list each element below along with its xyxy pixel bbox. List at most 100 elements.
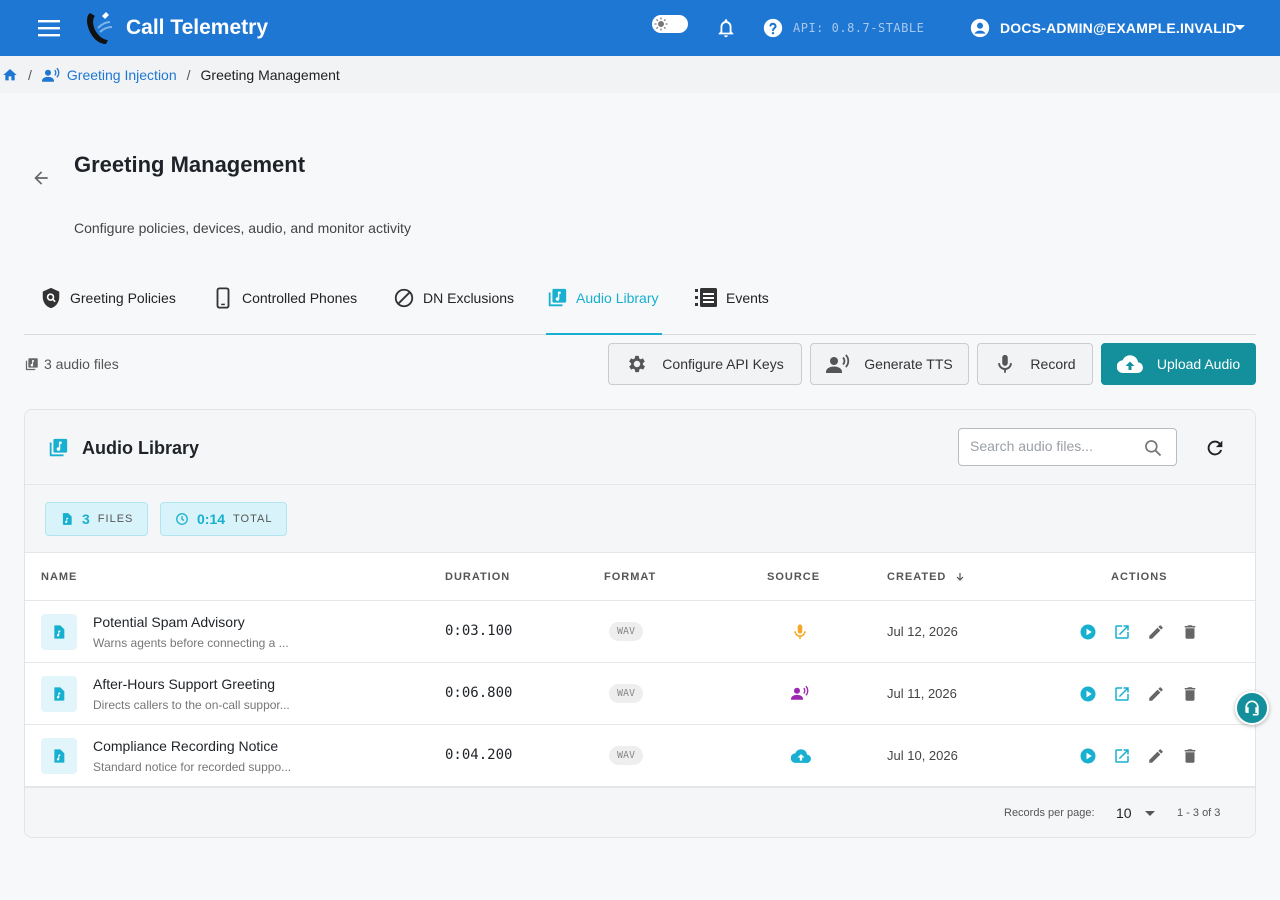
audio-description: Standard notice for recorded suppo... <box>93 760 292 774</box>
records-per-page-select[interactable]: 10 <box>1116 804 1158 824</box>
card-title: Audio Library <box>82 438 200 458</box>
audio-duration: 0:06.800 <box>445 685 513 701</box>
chevron-down-icon <box>1145 811 1155 816</box>
trash-icon[interactable] <box>1181 623 1199 641</box>
column-header-created: CREATED <box>887 571 947 583</box>
edit-pencil-icon[interactable] <box>1147 623 1165 641</box>
audio-name[interactable]: After-Hours Support Greeting <box>93 676 276 692</box>
theme-toggle[interactable] <box>652 15 688 33</box>
record-button[interactable]: Record <box>977 343 1093 385</box>
audio-duration: 0:04.200 <box>445 747 513 763</box>
help-icon[interactable] <box>762 17 784 39</box>
button-label: Generate TTS <box>864 356 953 372</box>
audio-file-icon <box>62 513 72 525</box>
play-icon[interactable] <box>1079 747 1097 765</box>
audio-file-icon <box>41 738 77 774</box>
play-icon[interactable] <box>1079 623 1097 641</box>
tts-voice-icon <box>791 685 809 703</box>
library-music-icon <box>47 437 69 459</box>
tab-events[interactable]: Events <box>694 262 769 334</box>
column-header-source[interactable]: SOURCE <box>767 571 821 583</box>
table-row[interactable]: After-Hours Support Greeting Directs cal… <box>25 663 1255 725</box>
voice-users-icon <box>41 67 60 83</box>
app-title[interactable]: Call Telemetry <box>126 16 269 39</box>
audio-duration: 0:03.100 <box>445 623 513 639</box>
microphone-icon <box>791 623 809 641</box>
column-header-actions: ACTIONS <box>1111 571 1168 583</box>
audio-created-date: Jul 10, 2026 <box>887 748 958 763</box>
trash-icon[interactable] <box>1181 685 1199 703</box>
support-headset-icon[interactable] <box>1235 691 1269 725</box>
audio-created-date: Jul 12, 2026 <box>887 624 958 639</box>
search-box[interactable] <box>958 428 1177 466</box>
phone-logo-icon[interactable] <box>84 10 118 46</box>
open-external-icon[interactable] <box>1113 747 1131 765</box>
breadcrumb: / Greeting Injection / Greeting Manageme… <box>0 56 1280 93</box>
open-external-icon[interactable] <box>1113 623 1131 641</box>
breadcrumb-current: Greeting Management <box>200 66 340 83</box>
play-icon[interactable] <box>1079 685 1097 703</box>
records-per-page-label: Records per page: <box>1004 807 1095 819</box>
home-icon[interactable] <box>2 67 18 83</box>
column-header-duration[interactable]: DURATION <box>445 571 511 583</box>
edit-pencil-icon[interactable] <box>1147 685 1165 703</box>
library-music-icon <box>548 288 567 307</box>
back-arrow-icon[interactable] <box>31 168 51 188</box>
button-label: Configure API Keys <box>662 356 784 372</box>
format-badge: WAV <box>609 622 644 641</box>
search-icon[interactable] <box>1143 438 1163 458</box>
files-stat-chip: 3 FILES <box>45 502 149 536</box>
upload-audio-button[interactable]: Upload Audio <box>1101 343 1256 385</box>
account-name[interactable]: DOCS-ADMIN@EXAMPLE.INVALID <box>1000 20 1237 36</box>
audio-file-count: 3 audio files <box>24 356 119 372</box>
search-input[interactable] <box>970 438 1140 454</box>
breadcrumb-separator: / <box>186 66 191 83</box>
hamburger-menu-icon[interactable] <box>36 16 64 40</box>
button-label: Upload Audio <box>1156 356 1241 372</box>
table-header: NAME DURATION FORMAT SOURCE CREATED ACTI… <box>25 553 1255 601</box>
tab-dn-exclusions[interactable]: DN Exclusions <box>393 262 514 334</box>
tab-bar: Greeting Policies Controlled Phones DN E… <box>24 262 1256 335</box>
tab-label: Events <box>726 290 769 306</box>
generate-tts-button[interactable]: Generate TTS <box>810 343 969 385</box>
configure-api-keys-button[interactable]: Configure API Keys <box>608 343 802 385</box>
audio-file-icon <box>41 676 77 712</box>
column-header-name[interactable]: NAME <box>41 571 78 583</box>
pagination-range: 1 - 3 of 3 <box>1177 807 1221 819</box>
column-header-created-wrap[interactable]: CREATED <box>887 571 966 583</box>
audio-library-card: Audio Library 3 FILES 0:14 TOTAL NAME DU… <box>24 409 1256 838</box>
audio-name[interactable]: Compliance Recording Notice <box>93 738 279 754</box>
audio-file-icon <box>41 614 77 650</box>
table-footer: Records per page: 10 1 - 3 of 3 <box>25 787 1255 837</box>
total-duration-chip: 0:14 TOTAL <box>160 502 288 536</box>
account-circle-icon[interactable] <box>969 17 991 39</box>
clock-icon <box>176 513 188 525</box>
stats-row: 3 FILES 0:14 TOTAL <box>25 485 1255 553</box>
shield-search-icon <box>42 287 60 309</box>
arrow-down-icon <box>956 573 964 581</box>
refresh-icon[interactable] <box>1204 437 1226 459</box>
trash-icon[interactable] <box>1181 747 1199 765</box>
file-count-text: 3 audio files <box>44 356 119 372</box>
tab-label: DN Exclusions <box>423 290 515 306</box>
breadcrumb-greeting-injection[interactable]: Greeting Injection <box>66 66 177 83</box>
chevron-down-icon[interactable] <box>1232 22 1248 34</box>
bell-icon[interactable] <box>715 17 737 39</box>
tab-controlled-phones[interactable]: Controlled Phones <box>212 262 357 334</box>
library-music-icon <box>25 357 38 370</box>
table-row[interactable]: Potential Spam Advisory Warns agents bef… <box>25 601 1255 663</box>
table-row[interactable]: Compliance Recording Notice Standard not… <box>25 725 1255 787</box>
tab-audio-library[interactable]: Audio Library <box>546 262 662 335</box>
tab-greeting-policies[interactable]: Greeting Policies <box>40 262 176 334</box>
open-external-icon[interactable] <box>1113 685 1131 703</box>
page-title: Greeting Management <box>74 152 306 177</box>
edit-pencil-icon[interactable] <box>1147 747 1165 765</box>
audio-name[interactable]: Potential Spam Advisory <box>93 614 245 630</box>
audio-description: Directs callers to the on-call suppor... <box>93 698 290 712</box>
microphone-icon <box>998 354 1013 373</box>
column-header-format[interactable]: FORMAT <box>604 571 657 583</box>
block-icon <box>394 288 414 308</box>
total-duration-label: TOTAL <box>233 513 273 525</box>
list-events-icon <box>695 288 717 307</box>
tab-label: Audio Library <box>576 290 659 306</box>
